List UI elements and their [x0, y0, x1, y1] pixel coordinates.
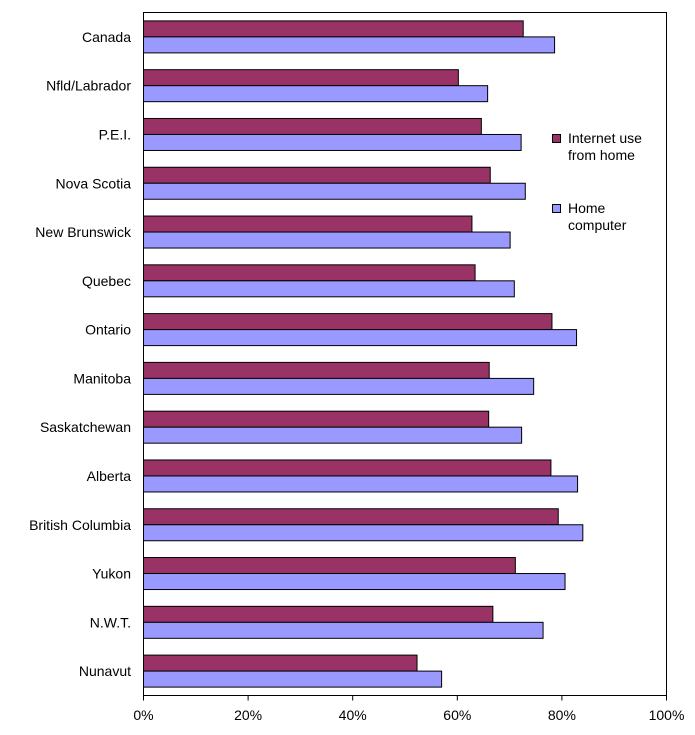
category-label: Quebec [82, 273, 131, 289]
bar-internet-use [143, 166, 491, 184]
bar-internet-use [143, 69, 459, 87]
category-label: Nunavut [79, 663, 131, 679]
bars-layer [143, 20, 584, 688]
bar-home-computer [143, 280, 515, 298]
bar-home-computer [143, 670, 443, 688]
bar-internet-use [143, 459, 552, 477]
bar-home-computer [143, 36, 556, 54]
x-tick-label: 20% [234, 707, 262, 723]
category-label: N.W.T. [90, 614, 131, 630]
category-label: Yukon [92, 566, 131, 582]
bar-home-computer [143, 133, 522, 151]
bar-home-computer [143, 475, 579, 493]
bar-internet-use [143, 215, 473, 233]
category-label: British Columbia [29, 517, 131, 533]
bar-internet-use [143, 605, 494, 623]
category-label: Ontario [85, 322, 131, 338]
bar-internet-use [143, 654, 418, 672]
bar-internet-use [143, 264, 476, 282]
x-tick-label: 100% [649, 707, 685, 723]
legend-swatch-internet-use [552, 134, 561, 143]
category-labels: Canada Nfld/Labrador P.E.I. Nova Scotia New … [29, 29, 132, 679]
category-label: Nfld/Labrador [46, 78, 131, 94]
bar-home-computer [143, 426, 523, 444]
bar-home-computer [143, 573, 566, 591]
bar-home-computer [143, 377, 535, 395]
category-label: Manitoba [73, 370, 131, 386]
category-label: Nova Scotia [56, 175, 132, 191]
x-tick-label: 80% [548, 707, 576, 723]
category-label: Canada [82, 29, 131, 45]
x-tick-label: 0% [133, 707, 153, 723]
bar-internet-use [143, 410, 490, 428]
plot-area-frame [143, 12, 667, 696]
bar-home-computer [143, 85, 489, 103]
bar-internet-use [143, 117, 482, 135]
legend-swatch-home-computer [552, 204, 561, 213]
legend: Internet use from home Home computer [552, 130, 692, 270]
legend-label-internet-use: Internet use from home [568, 130, 642, 163]
bar-home-computer [143, 182, 526, 200]
category-label: P.E.I. [99, 126, 131, 142]
category-label: Saskatchewan [40, 419, 131, 435]
category-label: New Brunswick [35, 224, 132, 240]
bar-internet-use [143, 508, 559, 526]
bar-internet-use [143, 361, 490, 379]
x-tick-label: 40% [339, 707, 367, 723]
bar-home-computer [143, 329, 578, 347]
legend-item-internet-use: Internet use from home [552, 130, 692, 164]
category-label: Alberta [87, 468, 132, 484]
bar-internet-use [143, 557, 516, 575]
bar-internet-use [143, 20, 524, 38]
x-axis-ticks: 0% 20% 40% 60% 80% 100% [133, 695, 685, 723]
x-tick-label: 60% [443, 707, 471, 723]
bar-home-computer [143, 524, 584, 542]
bar-internet-use [143, 313, 553, 331]
legend-item-home-computer: Home computer [552, 200, 692, 234]
bar-home-computer [143, 231, 511, 249]
bar-home-computer [143, 621, 544, 639]
legend-label-home-computer: Home computer [568, 200, 627, 233]
